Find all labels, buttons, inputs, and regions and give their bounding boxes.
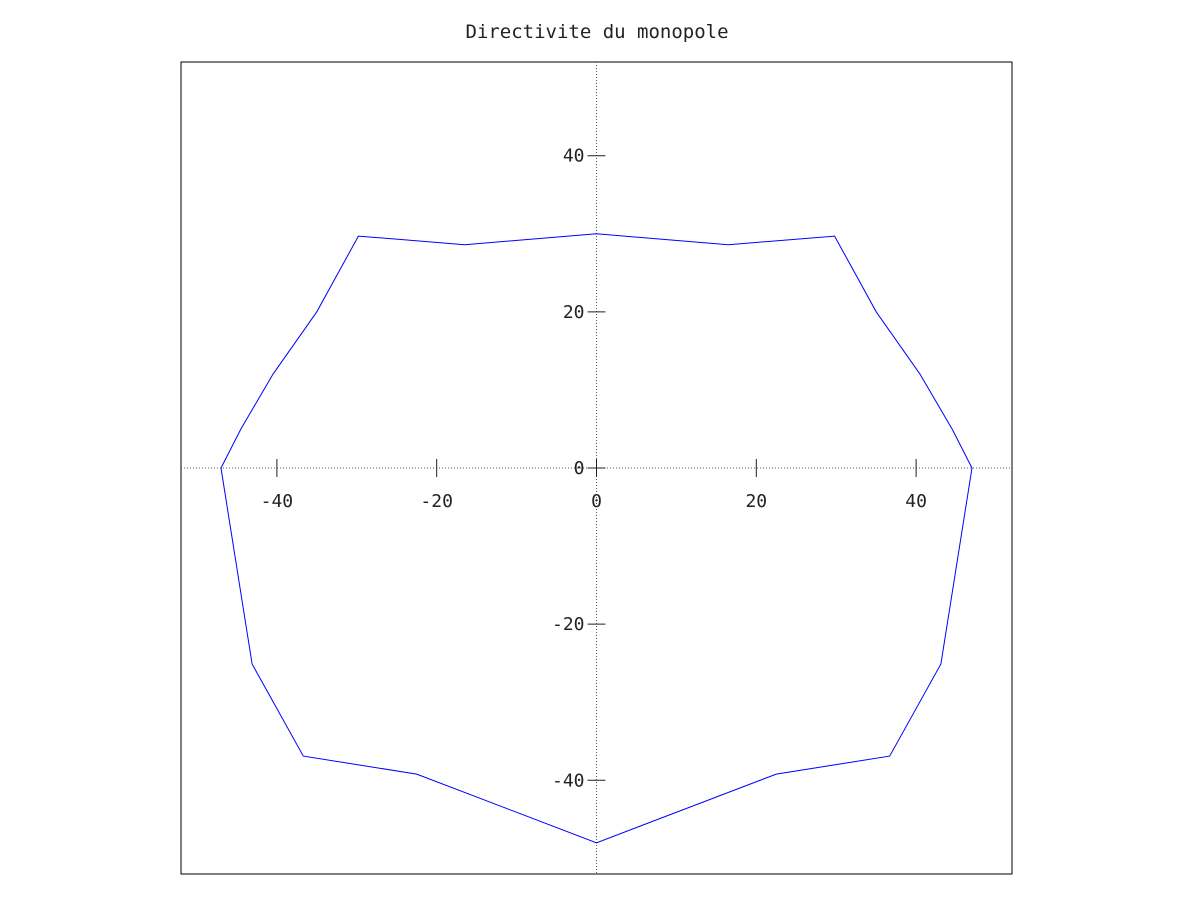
x-tick-label: -40: [261, 491, 294, 512]
y-axis-ticks: -40 -20 0 20 40: [552, 146, 606, 791]
chart-title: Directivite du monopole: [465, 21, 728, 43]
y-tick-label: -40: [552, 770, 585, 791]
y-tick-label: 20: [563, 302, 585, 323]
y-tick-label: 40: [563, 146, 585, 167]
y-tick-label: 0: [574, 458, 585, 479]
x-tick-label: 20: [745, 491, 767, 512]
x-axis-ticks: -40 -20 0 20 40: [261, 459, 927, 512]
y-tick-label: -20: [552, 614, 585, 635]
directivity-series-line: [220, 233, 973, 844]
x-tick-label: 0: [591, 491, 602, 512]
series-layer: [220, 233, 973, 844]
x-tick-label: 40: [905, 491, 927, 512]
x-tick-label: -20: [420, 491, 453, 512]
